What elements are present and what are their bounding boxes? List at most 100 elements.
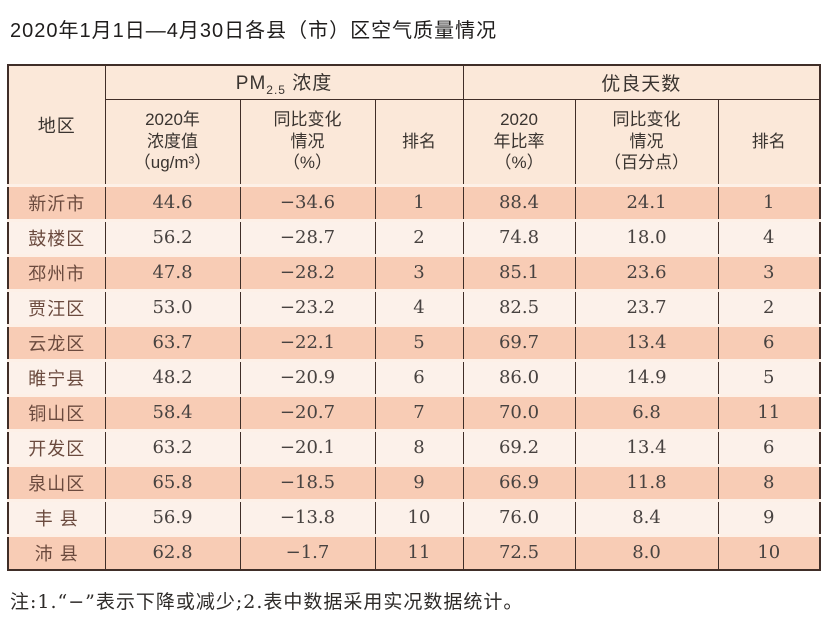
pm-rank-cell: 1 bbox=[374, 183, 464, 220]
pm-rank-cell: 7 bbox=[374, 393, 464, 430]
header-group-pm25: PM2.5 浓度 bbox=[104, 65, 464, 100]
pm-change-cell: −13.8 bbox=[239, 498, 375, 535]
pm-change-cell: −28.7 bbox=[239, 218, 375, 255]
pm25-label-subscript: 2.5 bbox=[266, 82, 286, 97]
pm-value-cell: 47.8 bbox=[104, 253, 240, 290]
pm-change-cell: −20.7 bbox=[239, 393, 375, 430]
pm-change-cell: −18.5 bbox=[239, 463, 375, 500]
ratio-change-cell: 8.0 bbox=[574, 533, 719, 570]
ratio-cell: 70.0 bbox=[462, 393, 576, 430]
region-cell: 泉山区 bbox=[7, 463, 105, 500]
header-group-row: 地区 PM2.5 浓度 优良天数 bbox=[7, 65, 821, 186]
ratio-change-cell: 8.4 bbox=[574, 498, 719, 535]
header-pm-change: 同比变化 情况 （%） bbox=[239, 99, 375, 186]
ratio-rank-cell: 5 bbox=[717, 358, 821, 395]
pm-value-cell: 62.8 bbox=[104, 533, 240, 570]
pm-change-cell: −34.6 bbox=[239, 183, 375, 220]
table-row: 泉山区 65.8 −18.5 9 66.9 11.8 8 bbox=[7, 463, 821, 500]
region-cell: 丰 县 bbox=[7, 498, 105, 535]
ratio-cell: 69.7 bbox=[462, 323, 576, 360]
table-row: 鼓楼区 56.2 −28.7 2 74.8 18.0 4 bbox=[7, 218, 821, 255]
region-cell: 睢宁县 bbox=[7, 358, 105, 395]
ratio-cell: 88.4 bbox=[462, 183, 576, 220]
ratio-change-cell: 24.1 bbox=[574, 183, 719, 220]
region-cell: 沛 县 bbox=[7, 533, 105, 570]
pm-rank-cell: 11 bbox=[374, 533, 464, 570]
table-row: 铜山区 58.4 −20.7 7 70.0 6.8 11 bbox=[7, 393, 821, 430]
pm-rank-cell: 6 bbox=[374, 358, 464, 395]
table-row: 贾汪区 53.0 −23.2 4 82.5 23.7 2 bbox=[7, 288, 821, 325]
ratio-cell: 86.0 bbox=[462, 358, 576, 395]
region-cell: 开发区 bbox=[7, 428, 105, 465]
pm-value-cell: 65.8 bbox=[104, 463, 240, 500]
pm-value-cell: 44.6 bbox=[104, 183, 240, 220]
region-cell: 邳州市 bbox=[7, 253, 105, 290]
ratio-rank-cell: 9 bbox=[717, 498, 821, 535]
ratio-cell: 66.9 bbox=[462, 463, 576, 500]
ratio-cell: 82.5 bbox=[462, 288, 576, 325]
pm-rank-cell: 9 bbox=[374, 463, 464, 500]
pm-value-cell: 63.7 bbox=[104, 323, 240, 360]
pm-change-cell: −20.9 bbox=[239, 358, 375, 395]
table-row: 开发区 63.2 −20.1 8 69.2 13.4 6 bbox=[7, 428, 821, 465]
pm-change-cell: −28.2 bbox=[239, 253, 375, 290]
pm-value-cell: 56.9 bbox=[104, 498, 240, 535]
page-title: 2020年1月1日—4月30日各县（市）区空气质量情况 bbox=[10, 20, 498, 42]
header-ratio-change: 同比变化 情况 （百分点） bbox=[574, 99, 719, 186]
ratio-rank-cell: 4 bbox=[717, 218, 821, 255]
pm-rank-cell: 3 bbox=[374, 253, 464, 290]
pm-rank-cell: 8 bbox=[374, 428, 464, 465]
table-row: 新沂市 44.6 −34.6 1 88.4 24.1 1 bbox=[7, 183, 821, 220]
pm-value-cell: 53.0 bbox=[104, 288, 240, 325]
pm-rank-cell: 2 bbox=[374, 218, 464, 255]
region-cell: 云龙区 bbox=[7, 323, 105, 360]
region-cell: 贾汪区 bbox=[7, 288, 105, 325]
pm25-label-prefix: PM bbox=[235, 72, 267, 94]
table-row: 邳州市 47.8 −28.2 3 85.1 23.6 3 bbox=[7, 253, 821, 290]
pm25-label-suffix: 浓度 bbox=[285, 72, 333, 94]
header-group-good-days: 优良天数 bbox=[462, 65, 821, 100]
pm-value-cell: 48.2 bbox=[104, 358, 240, 395]
ratio-rank-cell: 8 bbox=[717, 463, 821, 500]
pm-value-cell: 63.2 bbox=[104, 428, 240, 465]
footnote: 注:1.“−”表示下降或减少;2.表中数据采用实况数据统计。 bbox=[10, 591, 524, 613]
ratio-rank-cell: 1 bbox=[717, 183, 821, 220]
ratio-rank-cell: 2 bbox=[717, 288, 821, 325]
ratio-rank-cell: 10 bbox=[717, 533, 821, 570]
header-region: 地区 bbox=[7, 65, 105, 186]
pm-rank-cell: 4 bbox=[374, 288, 464, 325]
pm-change-cell: −1.7 bbox=[239, 533, 375, 570]
region-cell: 新沂市 bbox=[7, 183, 105, 220]
ratio-cell: 69.2 bbox=[462, 428, 576, 465]
ratio-rank-cell: 3 bbox=[717, 253, 821, 290]
ratio-cell: 74.8 bbox=[462, 218, 576, 255]
pm-change-cell: −22.1 bbox=[239, 323, 375, 360]
pm-rank-cell: 10 bbox=[374, 498, 464, 535]
table-header: 地区 PM2.5 浓度 优良天数 2020年 浓度值 （ug/m³） 同比变化 … bbox=[7, 65, 821, 186]
header-ratio: 2020 年比率 （%） bbox=[462, 99, 576, 186]
region-cell: 鼓楼区 bbox=[7, 218, 105, 255]
ratio-change-cell: 23.7 bbox=[574, 288, 719, 325]
ratio-rank-cell: 6 bbox=[717, 323, 821, 360]
header-pm-rank: 排名 bbox=[374, 99, 464, 186]
pm-change-cell: −23.2 bbox=[239, 288, 375, 325]
header-ratio-rank: 排名 bbox=[717, 99, 821, 186]
ratio-change-cell: 13.4 bbox=[574, 323, 719, 360]
ratio-change-cell: 11.8 bbox=[574, 463, 719, 500]
table-row: 睢宁县 48.2 −20.9 6 86.0 14.9 5 bbox=[7, 358, 821, 395]
ratio-change-cell: 23.6 bbox=[574, 253, 719, 290]
header-pm-value: 2020年 浓度值 （ug/m³） bbox=[104, 99, 240, 186]
header-sub-row: 2020年 浓度值 （ug/m³） 同比变化 情况 （%） 排名 2020 年比… bbox=[8, 99, 821, 186]
ratio-change-cell: 14.9 bbox=[574, 358, 719, 395]
ratio-cell: 76.0 bbox=[462, 498, 576, 535]
pm-change-cell: −20.1 bbox=[239, 428, 375, 465]
pm-value-cell: 56.2 bbox=[104, 218, 240, 255]
table-row: 沛 县 62.8 −1.7 11 72.5 8.0 10 bbox=[7, 533, 821, 570]
table-row: 丰 县 56.9 −13.8 10 76.0 8.4 9 bbox=[7, 498, 821, 535]
table-row: 云龙区 63.7 −22.1 5 69.7 13.4 6 bbox=[7, 323, 821, 360]
pm-value-cell: 58.4 bbox=[104, 393, 240, 430]
ratio-cell: 72.5 bbox=[462, 533, 576, 570]
air-quality-table: 地区 PM2.5 浓度 优良天数 2020年 浓度值 （ug/m³） 同比变化 … bbox=[7, 64, 822, 571]
ratio-rank-cell: 6 bbox=[717, 428, 821, 465]
